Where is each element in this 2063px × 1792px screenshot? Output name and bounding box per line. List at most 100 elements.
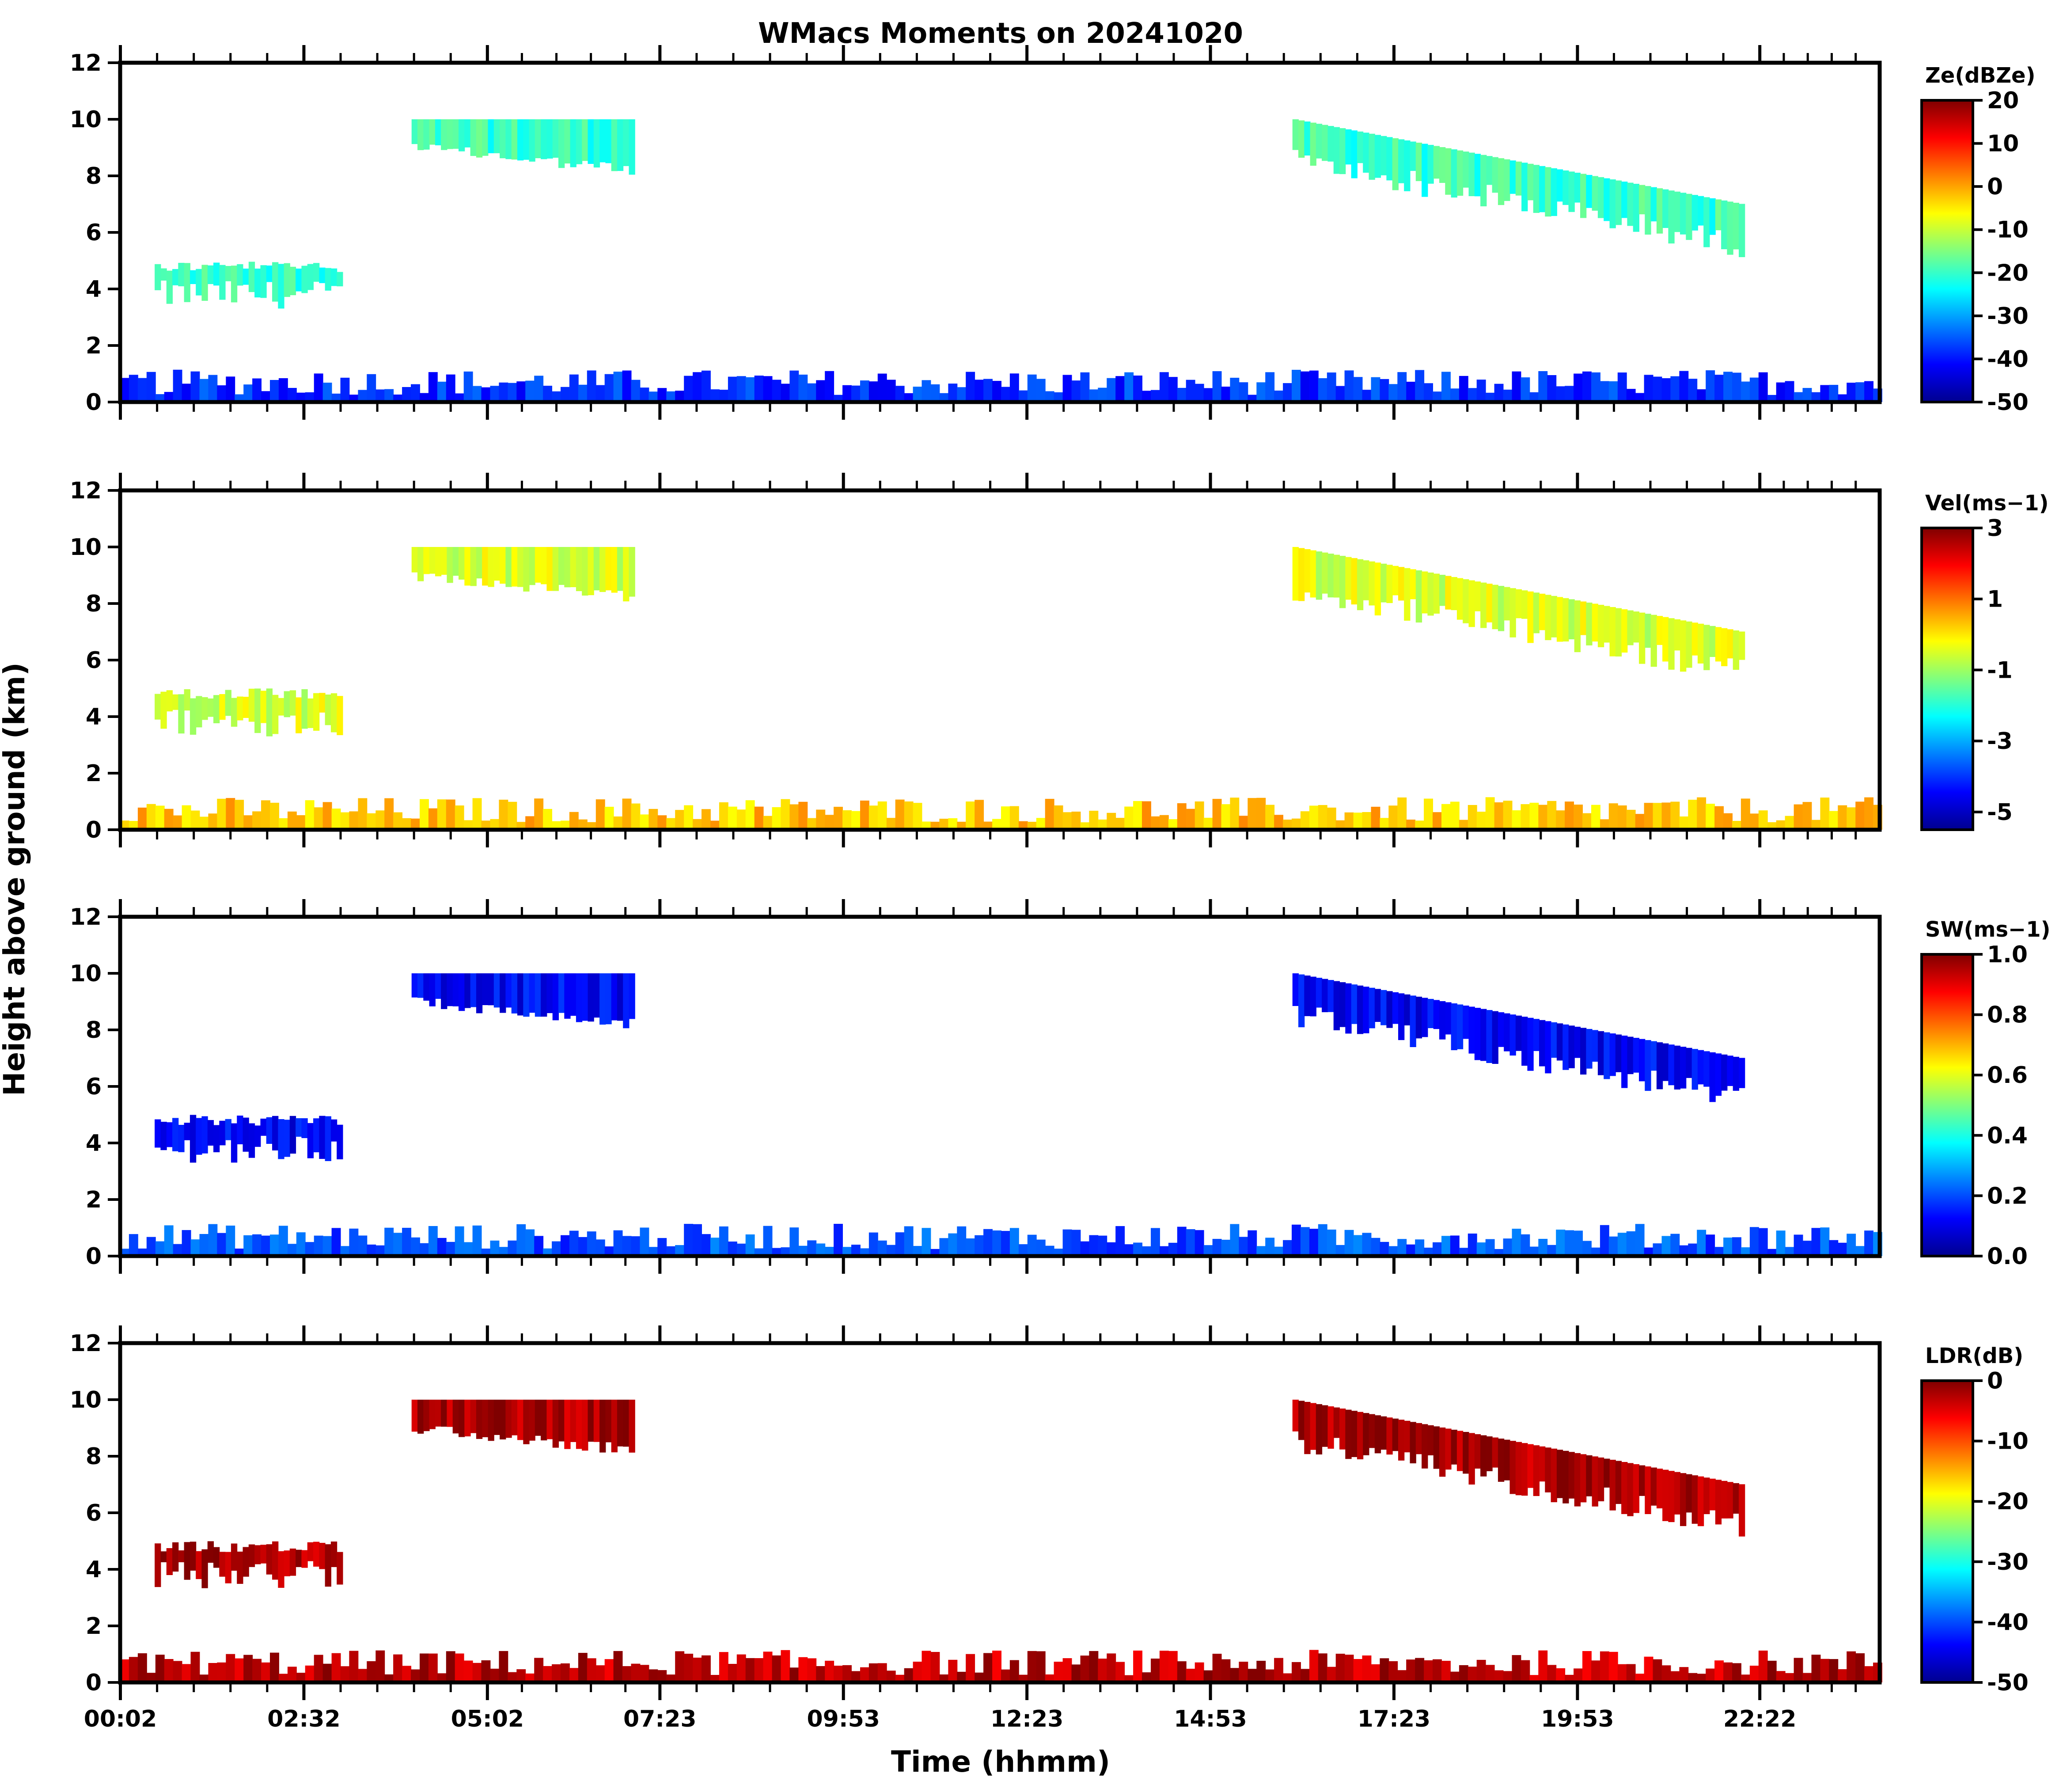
heatmap-cell xyxy=(1230,797,1240,830)
colorbar-tick-label: 0.6 xyxy=(1987,1062,2028,1089)
heatmap-cell xyxy=(1107,378,1116,402)
heatmap-cell xyxy=(1283,383,1292,402)
heatmap-cell xyxy=(402,387,411,402)
heatmap-cell xyxy=(1369,561,1375,606)
heatmap-cell xyxy=(322,383,332,402)
heatmap-cell xyxy=(129,1234,138,1256)
colorbar-label: Ze(dBZe) xyxy=(1925,63,2036,88)
heatmap-cell xyxy=(1633,184,1639,232)
heatmap-cell xyxy=(1820,385,1830,402)
heatmap-cell xyxy=(1739,204,1745,257)
heatmap-cell xyxy=(1600,381,1609,402)
heatmap-cell xyxy=(166,1548,173,1575)
heatmap-cell xyxy=(966,1238,975,1256)
chart-title: WMacs Moments on 20241020 xyxy=(758,17,1243,50)
heatmap-cell xyxy=(423,547,430,574)
heatmap-cell xyxy=(1785,1247,1794,1256)
heatmap-cell xyxy=(1357,985,1364,1034)
heatmap-cell xyxy=(1512,371,1521,402)
heatmap-cell xyxy=(1580,1028,1587,1075)
heatmap-cell xyxy=(248,1123,255,1158)
heatmap-cell xyxy=(505,547,512,587)
heatmap-cell xyxy=(1344,1230,1354,1256)
heatmap-cell xyxy=(1107,812,1116,830)
heatmap-cell xyxy=(272,1116,279,1150)
heatmap-cell xyxy=(476,973,483,1014)
heatmap-cell xyxy=(490,1240,500,1256)
heatmap-cell xyxy=(1159,1651,1169,1682)
heatmap-cell xyxy=(1327,1230,1336,1256)
heatmap-cell xyxy=(219,694,226,720)
heatmap-cell xyxy=(1776,382,1786,402)
heatmap-cell xyxy=(423,119,430,150)
heatmap-cell xyxy=(983,1229,993,1256)
heatmap-cell xyxy=(789,1227,799,1256)
heatmap-cell xyxy=(482,547,489,586)
heatmap-cell xyxy=(587,1231,596,1256)
heatmap-cell xyxy=(1864,1666,1873,1682)
colorbar-tick-label: 3 xyxy=(1987,515,2003,542)
heatmap-cell xyxy=(523,973,530,1017)
heatmap-cell xyxy=(184,689,190,711)
colorbar xyxy=(1920,99,1974,403)
heatmap-cell xyxy=(1410,141,1416,171)
heatmap-cell xyxy=(1503,1238,1513,1256)
heatmap-cell xyxy=(278,264,284,309)
heatmap-cell xyxy=(622,1236,632,1256)
heatmap-cell xyxy=(511,119,518,160)
heatmap-cell xyxy=(1248,1230,1257,1256)
heatmap-cell xyxy=(728,376,737,402)
heatmap-cell xyxy=(1635,814,1645,830)
heatmap-cell xyxy=(1721,1481,1728,1519)
heatmap-cell xyxy=(367,374,376,402)
panel-ldr: 0 2 4 6 8 10 12 00:02 02:32 05:02 07:23 09:53 12:23 1… xyxy=(70,1325,2029,1732)
heatmap-cell xyxy=(207,265,214,284)
heatmap-cell xyxy=(160,691,167,729)
heatmap-cell xyxy=(493,1400,501,1435)
heatmap-cell xyxy=(1749,1666,1759,1682)
heatmap-cell xyxy=(313,693,320,731)
heatmap-cell xyxy=(243,1117,249,1152)
heatmap-cell xyxy=(702,1655,711,1682)
heatmap-cell xyxy=(1441,1661,1451,1682)
heatmap-cell xyxy=(428,1653,438,1682)
colorbar xyxy=(1920,953,1974,1257)
heatmap-cell xyxy=(1203,388,1213,402)
heatmap-cell xyxy=(569,1668,579,1682)
heatmap-cell xyxy=(1727,1055,1733,1086)
heatmap-cell xyxy=(1538,805,1548,830)
heatmap-cell xyxy=(781,1247,790,1256)
heatmap-cell xyxy=(1697,623,1704,664)
heatmap-cell xyxy=(213,695,220,723)
heatmap-cell xyxy=(1739,1058,1745,1088)
heatmap-cell xyxy=(455,1653,464,1682)
heatmap-cell xyxy=(1864,797,1873,830)
heatmap-cell xyxy=(1274,815,1283,830)
heatmap-cell xyxy=(1586,602,1593,645)
heatmap-cell xyxy=(270,380,279,402)
heatmap-cell xyxy=(622,1666,632,1682)
heatmap-cell xyxy=(1353,1235,1363,1256)
heatmap-cell xyxy=(1098,819,1107,830)
heatmap-cell xyxy=(1456,1431,1464,1471)
heatmap-cell xyxy=(816,1243,826,1256)
heatmap-cell xyxy=(261,1662,270,1682)
heatmap-cell xyxy=(243,815,253,830)
heatmap-cell xyxy=(441,119,447,150)
heatmap-cell xyxy=(314,373,323,402)
heatmap-cell xyxy=(1151,816,1160,830)
heatmap-cell xyxy=(137,807,147,830)
heatmap-cell xyxy=(736,1654,746,1682)
heatmap-cell xyxy=(184,1542,190,1580)
heatmap-cell xyxy=(666,391,676,402)
heatmap-cell xyxy=(1335,820,1345,830)
heatmap-cell xyxy=(1829,811,1839,830)
heatmap-cell xyxy=(337,272,343,287)
heatmap-cell xyxy=(1265,372,1275,402)
heatmap-cell xyxy=(561,820,570,830)
heatmap-cell xyxy=(1503,389,1513,402)
heatmap-cell xyxy=(1371,1238,1380,1256)
heatmap-cell xyxy=(595,1665,605,1682)
heatmap-cell xyxy=(1674,619,1680,651)
heatmap-cell xyxy=(1521,1234,1530,1256)
